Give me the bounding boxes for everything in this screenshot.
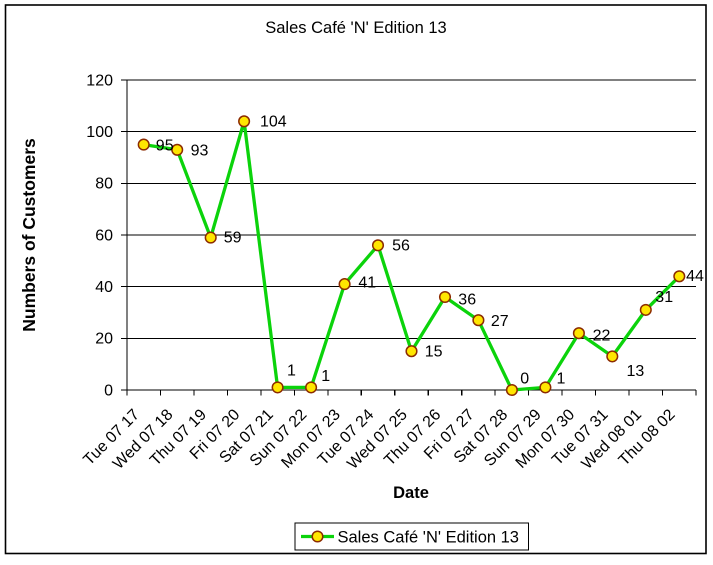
svg-text:36: 36 — [458, 292, 476, 309]
svg-text:20: 20 — [95, 331, 113, 348]
svg-text:104: 104 — [260, 113, 287, 130]
svg-text:41: 41 — [358, 274, 376, 291]
svg-text:0: 0 — [104, 382, 113, 399]
svg-text:120: 120 — [86, 72, 113, 89]
svg-text:93: 93 — [191, 143, 209, 160]
svg-text:40: 40 — [95, 279, 113, 296]
svg-text:27: 27 — [491, 313, 509, 330]
svg-text:44: 44 — [686, 268, 704, 285]
svg-text:22: 22 — [593, 327, 611, 344]
svg-text:Sales Café 'N' Edition 13: Sales Café 'N' Edition 13 — [265, 19, 446, 37]
svg-text:31: 31 — [655, 289, 673, 306]
svg-text:15: 15 — [425, 344, 443, 361]
svg-text:95: 95 — [156, 137, 174, 154]
svg-text:13: 13 — [627, 363, 645, 380]
svg-text:1: 1 — [557, 370, 566, 387]
svg-text:59: 59 — [224, 230, 242, 247]
svg-text:1: 1 — [287, 362, 296, 379]
svg-text:Date: Date — [393, 484, 429, 502]
svg-text:0: 0 — [520, 370, 529, 387]
svg-text:100: 100 — [86, 124, 113, 141]
svg-text:Numbers of Customers: Numbers of Customers — [19, 138, 39, 332]
svg-text:60: 60 — [95, 227, 113, 244]
svg-text:1: 1 — [321, 368, 330, 385]
svg-text:80: 80 — [95, 176, 113, 193]
svg-text:Sales Café 'N' Edition 13: Sales Café 'N' Edition 13 — [338, 528, 519, 546]
svg-text:56: 56 — [392, 238, 410, 255]
